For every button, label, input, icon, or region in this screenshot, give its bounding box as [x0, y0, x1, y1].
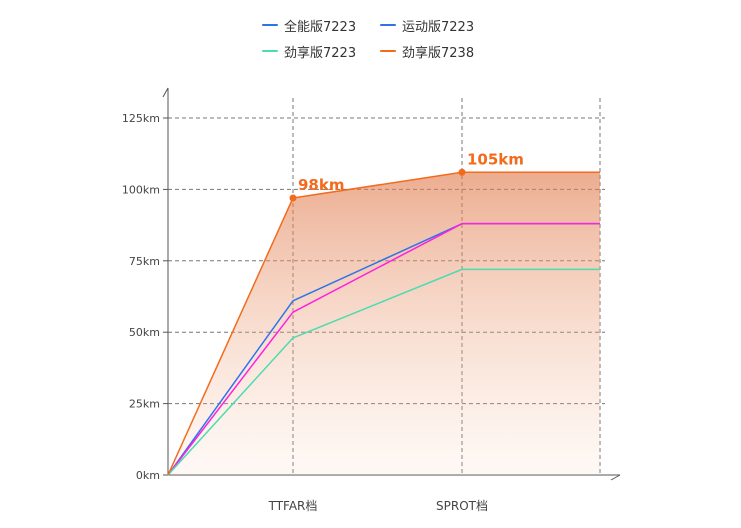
y-tick-label: 50km — [129, 326, 160, 339]
y-tick-label: 75km — [129, 255, 160, 268]
x-tick-label: SPROT档 — [436, 499, 488, 513]
x-axis-arrow — [610, 474, 621, 481]
y-axis-arrow — [162, 87, 169, 98]
y-tick-label: 25km — [129, 398, 160, 411]
legend-swatch — [380, 24, 396, 26]
legend-label: 全能版7223 — [284, 19, 357, 35]
legend-item-yundong[interactable]: 运动版7223 — [380, 16, 490, 35]
legend-label: 劲享版7238 — [402, 45, 475, 61]
series-line-1 — [167, 222, 600, 476]
data-point-marker — [289, 194, 297, 202]
legend-label: 运动版7223 — [402, 19, 475, 35]
series-line-2 — [167, 268, 600, 476]
legend-item-jinxiang-7223[interactable]: 劲享版7223 — [262, 42, 372, 61]
y-tick-label: 0km — [136, 469, 160, 482]
y-tick-label: 100km — [122, 183, 160, 196]
legend-item-quanneng[interactable]: 全能版7223 — [262, 16, 372, 35]
x-tick-label: TTFAR档 — [268, 499, 318, 513]
series-lines — [167, 168, 600, 476]
legend-swatch — [380, 50, 396, 52]
area-fill — [168, 172, 600, 475]
series-line-3 — [167, 171, 600, 476]
data-label: 105km — [467, 150, 524, 168]
y-tick-label: 125km — [122, 112, 160, 125]
chart-legend: 全能版7223 运动版7223 劲享版7223 劲享版7238 — [262, 16, 502, 61]
legend-item-jinxiang-7238[interactable]: 劲享版7238 — [380, 42, 490, 61]
area-fill-series-3 — [168, 172, 600, 475]
legend-label: 劲享版7223 — [284, 45, 357, 61]
data-label: 98km — [298, 176, 344, 194]
legend-swatch — [262, 24, 278, 26]
labels: 0km 25km 50km 75km 100km 125km TTFAR档 SPROT档 98k… — [122, 112, 524, 513]
legend-swatch — [262, 50, 278, 52]
data-point-marker — [458, 168, 466, 176]
